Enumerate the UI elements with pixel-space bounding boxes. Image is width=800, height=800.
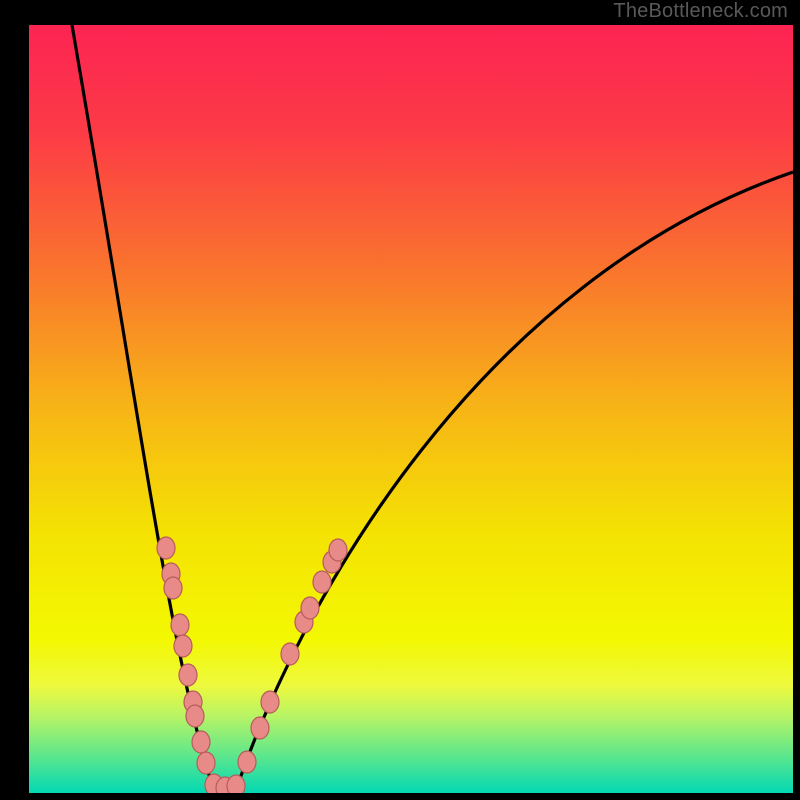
data-marker [301,597,319,619]
data-marker [186,705,204,727]
data-marker [171,614,189,636]
watermark-text: TheBottleneck.com [613,0,788,23]
data-marker [174,635,192,657]
data-marker [192,731,210,753]
data-marker [281,643,299,665]
data-marker [197,752,215,774]
bottleneck-chart [0,0,800,800]
data-marker [179,664,197,686]
data-marker [157,537,175,559]
data-marker [164,577,182,599]
data-marker [238,751,256,773]
data-marker [313,571,331,593]
data-marker [251,717,269,739]
data-marker [261,691,279,713]
data-marker [329,539,347,561]
plot-background [29,25,793,793]
